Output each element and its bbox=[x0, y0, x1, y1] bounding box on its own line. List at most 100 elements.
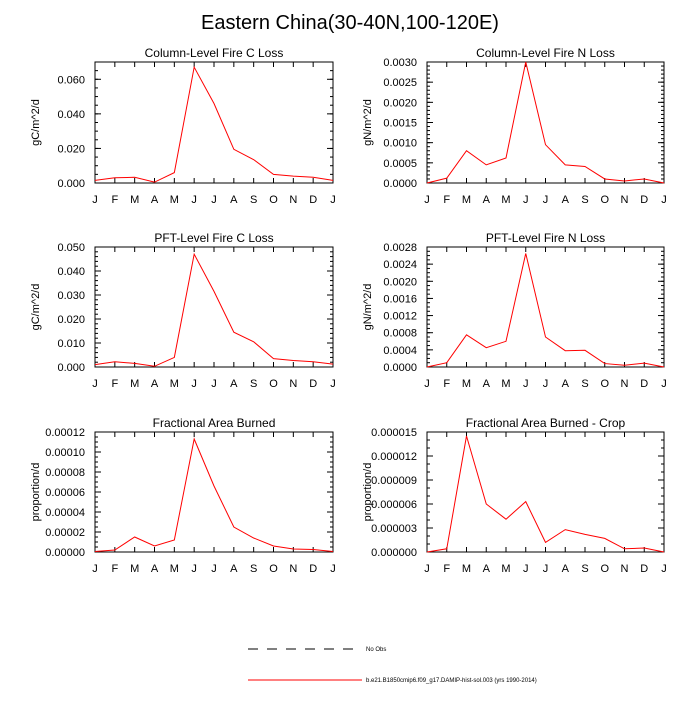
x-tick-label: M bbox=[170, 378, 179, 390]
plot-frame bbox=[426, 246, 665, 368]
x-tick-label: M bbox=[501, 563, 510, 575]
plot-frame bbox=[94, 246, 334, 368]
x-tick-label: A bbox=[483, 378, 491, 390]
x-tick-label: M bbox=[130, 378, 139, 390]
y-tick-label: 0.040 bbox=[57, 109, 85, 121]
x-tick-label: F bbox=[443, 194, 450, 206]
x-tick-label: J bbox=[92, 378, 98, 390]
y-tick-label: 0.0028 bbox=[383, 242, 417, 254]
y-tick-label: 0.0008 bbox=[383, 328, 417, 340]
y-axis-label: proportion/d bbox=[362, 463, 374, 522]
y-axis-label: gC/m^2/d bbox=[30, 284, 42, 331]
y-tick-label: 0.030 bbox=[57, 290, 85, 302]
chart-title: Fractional Area Burned - Crop bbox=[466, 416, 626, 430]
y-axis-label: gC/m^2/d bbox=[30, 99, 42, 146]
x-tick-label: J bbox=[211, 563, 217, 575]
x-tick-label: J bbox=[424, 378, 430, 390]
x-tick-label: M bbox=[170, 194, 179, 206]
y-tick-label: 0.00002 bbox=[45, 527, 85, 539]
plot-frame bbox=[426, 431, 665, 553]
figure-title: Eastern China(30-40N,100-120E) bbox=[201, 12, 499, 34]
x-tick-label: D bbox=[309, 563, 317, 575]
y-tick-label: 0.0004 bbox=[383, 345, 417, 357]
y-tick-label: 0.000009 bbox=[371, 475, 417, 487]
x-tick-label: N bbox=[289, 378, 297, 390]
y-axis-ticks: 0.0000 0.0005 0.0010 0.0015 0.0020 0.0025 0.00… bbox=[383, 57, 664, 190]
x-tick-label: D bbox=[640, 563, 648, 575]
series-line bbox=[426, 253, 665, 368]
x-tick-label: J bbox=[191, 194, 197, 206]
x-tick-label: S bbox=[250, 194, 257, 206]
y-axis-ticks: 0.000000 0.000003 0.000006 0.000009 0.000012… bbox=[371, 427, 664, 559]
x-tick-label: D bbox=[309, 194, 317, 206]
x-tick-label: N bbox=[621, 194, 629, 206]
x-tick-label: D bbox=[309, 378, 317, 390]
y-tick-label: 0.0020 bbox=[383, 276, 417, 288]
x-tick-label: F bbox=[111, 563, 118, 575]
y-tick-label: 0.0015 bbox=[383, 118, 417, 130]
chart-title: Column-Level Fire C Loss bbox=[145, 46, 284, 60]
x-tick-label: J bbox=[191, 563, 197, 575]
y-tick-label: 0.0005 bbox=[383, 158, 417, 170]
chart-title: Fractional Area Burned bbox=[153, 416, 276, 430]
x-tick-label: S bbox=[581, 194, 588, 206]
x-tick-label: N bbox=[289, 194, 297, 206]
x-tick-label: M bbox=[501, 378, 510, 390]
x-tick-label: J bbox=[523, 563, 529, 575]
x-tick-label: O bbox=[600, 563, 609, 575]
x-tick-label: N bbox=[621, 378, 629, 390]
x-tick-label: J bbox=[661, 563, 667, 575]
y-tick-label: 0.00008 bbox=[45, 467, 85, 479]
x-tick-label: J bbox=[523, 194, 529, 206]
x-tick-label: O bbox=[600, 378, 609, 390]
y-tick-label: 0.000006 bbox=[371, 499, 417, 511]
x-tick-label: J bbox=[424, 194, 430, 206]
x-tick-label: J bbox=[661, 378, 667, 390]
x-tick-label: A bbox=[230, 378, 238, 390]
x-tick-label: J bbox=[330, 194, 336, 206]
y-axis-label: proportion/d bbox=[30, 463, 42, 522]
y-axis-label: gN/m^2/d bbox=[362, 99, 374, 146]
x-tick-label: J bbox=[191, 378, 197, 390]
y-tick-label: 0.00006 bbox=[45, 487, 85, 499]
y-tick-label: 0.050 bbox=[57, 242, 85, 254]
y-tick-label: 0.000003 bbox=[371, 523, 417, 535]
y-tick-label: 0.000 bbox=[57, 178, 85, 190]
x-tick-label: M bbox=[170, 563, 179, 575]
chart-title: PFT-Level Fire N Loss bbox=[486, 231, 605, 245]
x-tick-label: O bbox=[269, 563, 278, 575]
x-tick-label: J bbox=[543, 194, 549, 206]
y-tick-label: 0.00010 bbox=[45, 447, 85, 459]
x-tick-label: M bbox=[501, 194, 510, 206]
y-tick-label: 0.020 bbox=[57, 314, 85, 326]
x-tick-label: M bbox=[130, 563, 139, 575]
y-tick-label: 0.0000 bbox=[383, 362, 417, 374]
y-tick-label: 0.000 bbox=[57, 362, 85, 374]
y-axis-label: gN/m^2/d bbox=[362, 284, 374, 331]
x-tick-label: S bbox=[581, 563, 588, 575]
series-line bbox=[94, 252, 334, 367]
y-tick-label: 0.00000 bbox=[45, 547, 85, 559]
x-tick-label: S bbox=[581, 378, 588, 390]
y-tick-label: 0.0020 bbox=[383, 97, 417, 109]
y-tick-label: 0.0010 bbox=[383, 138, 417, 150]
x-tick-label: J bbox=[543, 378, 549, 390]
y-tick-label: 0.040 bbox=[57, 266, 85, 278]
y-axis-ticks: 0.000 0.020 0.040 0.060 bbox=[57, 61, 333, 190]
x-tick-label: M bbox=[130, 194, 139, 206]
x-tick-label: F bbox=[443, 378, 450, 390]
y-axis-ticks: 0.00000 0.00002 0.00004 0.00006 0.00008 0.000… bbox=[45, 427, 333, 559]
x-tick-label: J bbox=[424, 563, 430, 575]
y-tick-label: 0.0025 bbox=[383, 77, 417, 89]
x-tick-label: A bbox=[230, 563, 238, 575]
x-tick-label: J bbox=[211, 378, 217, 390]
x-tick-label: A bbox=[151, 378, 159, 390]
